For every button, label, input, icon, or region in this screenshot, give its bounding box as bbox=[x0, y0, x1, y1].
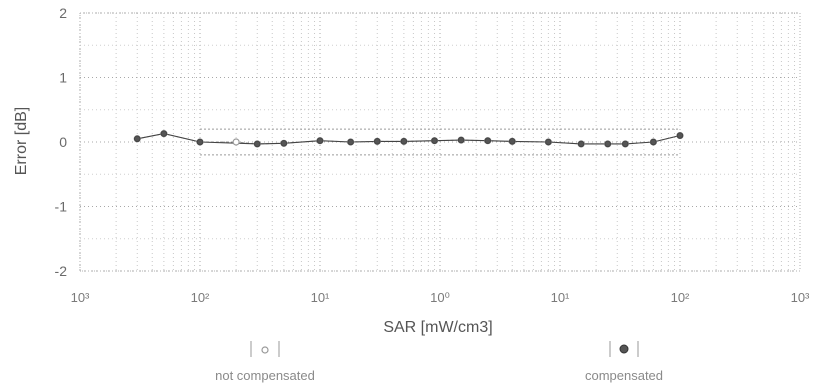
data-point-compensated bbox=[650, 138, 657, 146]
data-point-compensated bbox=[196, 138, 204, 146]
chart-legend: not compensated compensated bbox=[215, 341, 663, 383]
data-point-not-compensated bbox=[232, 138, 240, 146]
x-tick-label: 10² bbox=[671, 290, 690, 305]
y-tick-label: 0 bbox=[59, 134, 67, 150]
x-tick-label: 10¹ bbox=[311, 290, 330, 305]
legend-marker-compensated bbox=[619, 344, 629, 354]
data-point-compensated bbox=[280, 139, 288, 147]
data-point-compensated bbox=[545, 138, 552, 146]
data-point-compensated bbox=[484, 137, 492, 145]
x-tick-label: 10¹ bbox=[551, 290, 570, 305]
plot-frame bbox=[79, 12, 801, 272]
x-axis-label: SAR [mW/cm3] bbox=[383, 319, 492, 336]
y-tick-label: 1 bbox=[59, 70, 67, 86]
plot-border bbox=[79, 12, 801, 272]
y-axis-label: Error [dB] bbox=[13, 107, 30, 175]
chart-grid bbox=[79, 12, 800, 272]
legend-marker-not-compensated bbox=[261, 346, 269, 354]
y-tick-label: -1 bbox=[55, 199, 68, 215]
x-tick-label: 10³ bbox=[71, 290, 90, 305]
data-point-compensated bbox=[431, 137, 438, 145]
x-tick-labels: 10³ 10² 10¹ 10⁰ 10¹ 10² 10³ bbox=[71, 290, 810, 305]
data-point-compensated bbox=[347, 138, 354, 146]
data-point-compensated bbox=[133, 135, 141, 143]
legend-item-compensated: compensated bbox=[585, 341, 663, 383]
data-point-compensated bbox=[457, 136, 465, 144]
data-point-compensated bbox=[253, 140, 261, 148]
legend-label-compensated: compensated bbox=[585, 368, 663, 383]
y-tick-labels: 2 1 0 -1 -2 bbox=[55, 5, 68, 279]
legend-label-not-compensated: not compensated bbox=[215, 368, 315, 383]
y-tick-label: 2 bbox=[59, 5, 67, 21]
data-point-compensated bbox=[400, 138, 408, 145]
x-tick-label: 10³ bbox=[791, 290, 810, 305]
y-tick-label: -2 bbox=[55, 263, 68, 279]
data-point-compensated bbox=[577, 140, 585, 148]
legend-item-not-compensated: not compensated bbox=[215, 341, 315, 383]
data-point-compensated bbox=[508, 138, 516, 145]
data-point-compensated bbox=[373, 138, 381, 145]
x-tick-label: 10⁰ bbox=[430, 290, 450, 305]
data-point-compensated bbox=[676, 132, 684, 139]
data-point-compensated bbox=[604, 140, 612, 148]
data-point-compensated bbox=[621, 140, 629, 148]
data-points bbox=[133, 130, 684, 148]
data-point-compensated bbox=[160, 130, 168, 137]
x-tick-label: 10² bbox=[191, 290, 210, 305]
data-point-compensated bbox=[316, 137, 324, 145]
